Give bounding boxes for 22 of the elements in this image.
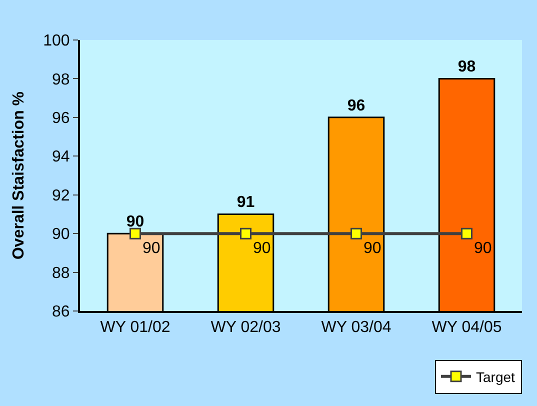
data-label: 90 — [474, 240, 492, 257]
y-tick-label: 94 — [52, 148, 70, 166]
x-tick-label: WY 03/04 — [321, 319, 392, 336]
x-tick-label: WY 04/05 — [432, 319, 502, 336]
y-tick-label: 96 — [52, 110, 70, 128]
y-tick-label: 90 — [52, 226, 70, 244]
data-label: 98 — [458, 58, 476, 76]
y-tick-label: 86 — [52, 304, 70, 321]
data-label: 90 — [142, 240, 160, 257]
data-label: 90 — [364, 240, 382, 257]
data-label: 90 — [253, 240, 271, 257]
y-axis-title: Overall Staisfaction % — [10, 91, 28, 260]
y-tick-label: 88 — [52, 264, 70, 282]
data-label: 90 — [126, 214, 144, 231]
x-tick-label: WY 02/03 — [210, 319, 281, 336]
y-tick-label: 100 — [43, 32, 70, 50]
x-tick-label: WY 01/02 — [100, 319, 170, 336]
data-label: 96 — [347, 97, 366, 114]
y-tick-label: 92 — [52, 187, 70, 204]
legend-label: Target — [476, 368, 516, 385]
y-tick-label: 98 — [52, 71, 70, 88]
data-label: 91 — [236, 194, 255, 212]
